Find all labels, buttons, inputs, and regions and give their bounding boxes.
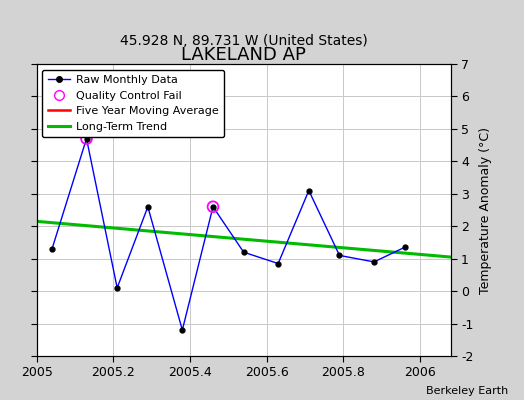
- Title: LAKELAND AP: LAKELAND AP: [181, 46, 306, 64]
- Point: [209, 204, 217, 210]
- Point: [82, 136, 91, 142]
- Text: 45.928 N, 89.731 W (United States): 45.928 N, 89.731 W (United States): [120, 34, 367, 48]
- Y-axis label: Temperature Anomaly (°C): Temperature Anomaly (°C): [479, 126, 492, 294]
- Legend: Raw Monthly Data, Quality Control Fail, Five Year Moving Average, Long-Term Tren: Raw Monthly Data, Quality Control Fail, …: [42, 70, 224, 137]
- Text: Berkeley Earth: Berkeley Earth: [426, 386, 508, 396]
